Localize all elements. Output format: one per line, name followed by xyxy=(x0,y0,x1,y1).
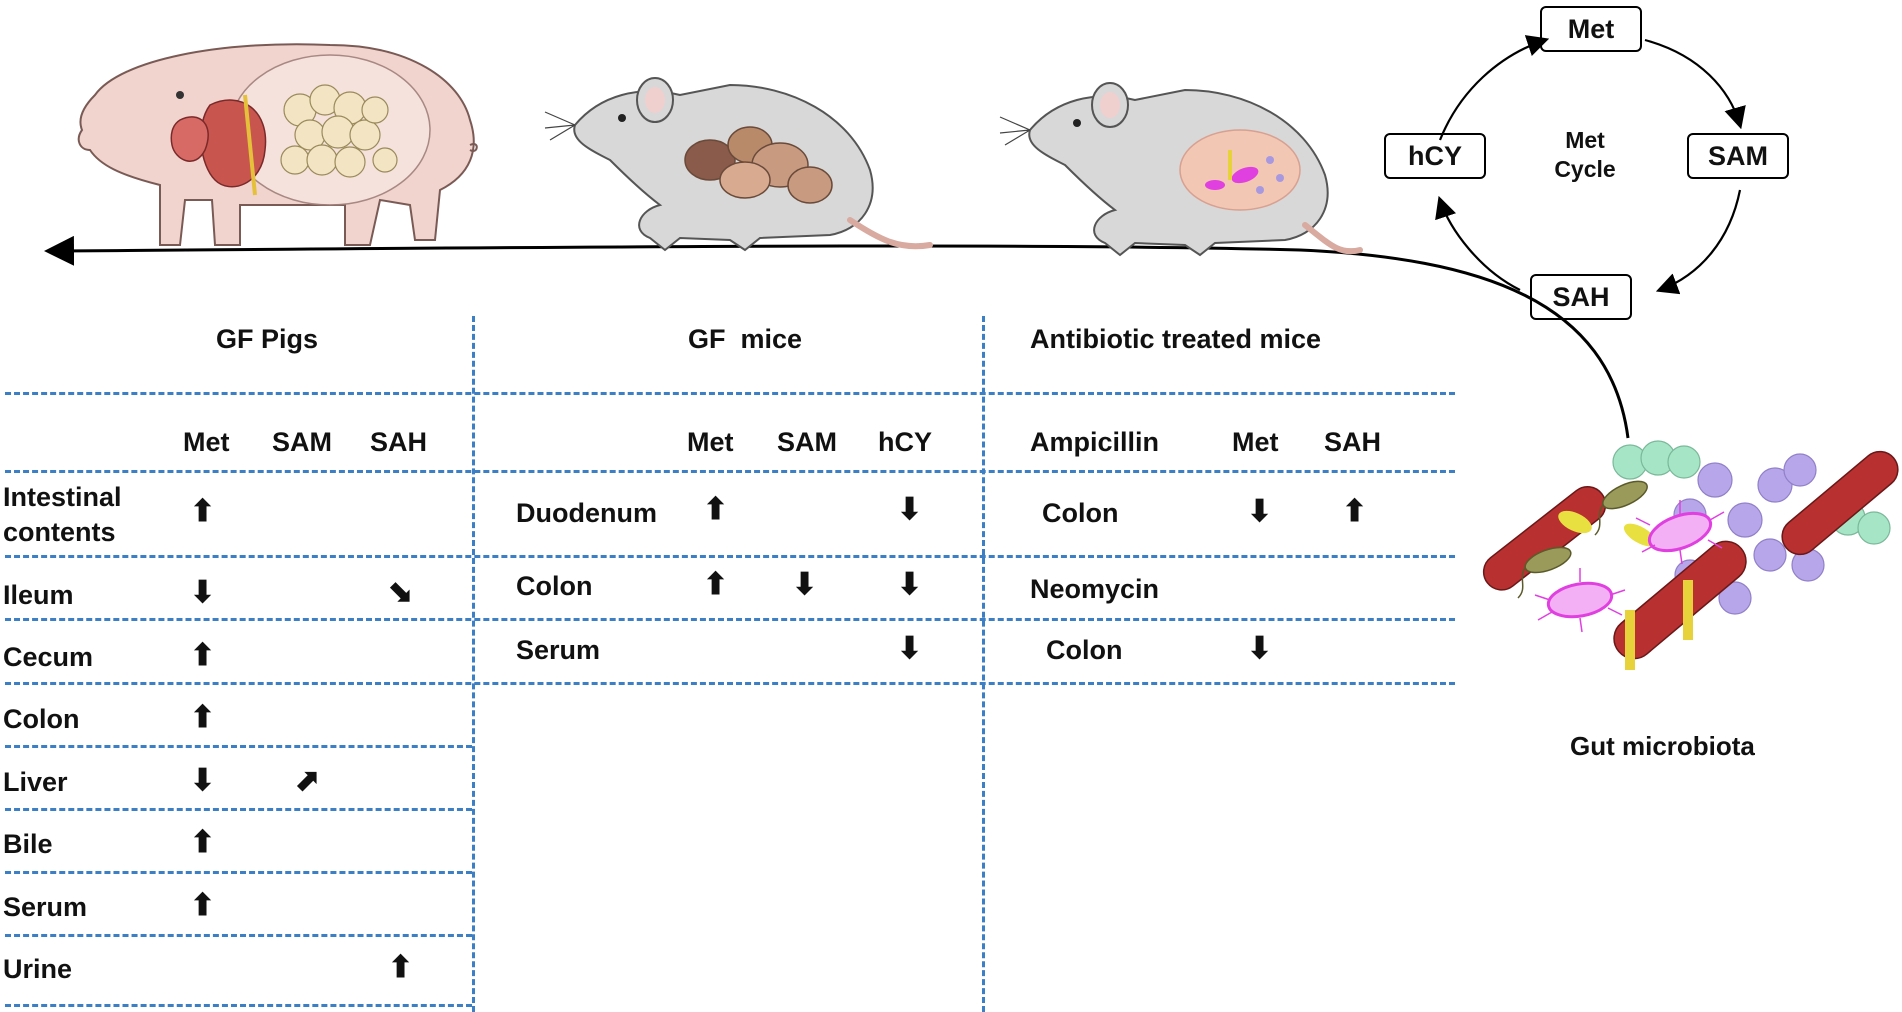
pig-illustration xyxy=(77,43,478,246)
divider-row-3 xyxy=(5,682,1455,685)
up-arrow-icon: ⬆ xyxy=(703,493,729,526)
down-arrow-icon: ⬇ xyxy=(897,632,923,665)
microbiota-label: Gut microbiota xyxy=(1570,731,1755,761)
met-node: Met xyxy=(1540,6,1642,52)
up-arrow-icon: ⬆ xyxy=(703,568,729,601)
gf-pigs-row-label-1a: Intestinal xyxy=(3,482,122,512)
down-arrow-icon: ⬇ xyxy=(190,576,216,609)
down-arrow-icon: ⬇ xyxy=(897,568,923,601)
gf-pigs-row-label-4: Colon xyxy=(3,704,80,734)
up-arrow-icon: ⬆ xyxy=(190,495,216,528)
divider-header xyxy=(5,392,1455,395)
gf-pigs-col-sam: SAM xyxy=(272,427,332,457)
up-arrow-icon: ⬆ xyxy=(388,951,414,984)
gf-mice-row-label-2: Colon xyxy=(516,571,593,601)
hcy-node: hCY xyxy=(1384,133,1486,179)
abx-mouse-illustration xyxy=(999,82,1363,257)
up-right-arrow-icon: ⬈ xyxy=(295,764,321,797)
divider-row-7 xyxy=(5,934,472,937)
divider-row-4 xyxy=(5,745,472,748)
gf-mice-col-met: Met xyxy=(687,427,734,457)
up-arrow-icon: ⬆ xyxy=(1342,495,1368,528)
gf-mice-col-hcy: hCY xyxy=(878,427,932,457)
met-cycle-arrows xyxy=(1435,35,1746,295)
gf-mouse-illustration xyxy=(544,77,933,252)
down-arrow-icon: ⬇ xyxy=(190,764,216,797)
abx-mice-row-label-1: Colon xyxy=(1042,498,1119,528)
gf-pigs-col-sah: SAH xyxy=(370,427,428,457)
sam-node: SAM xyxy=(1687,133,1789,179)
gf-pigs-row-label-7: Serum xyxy=(3,892,88,922)
divider-row-2 xyxy=(5,618,1455,621)
gf-mice-col-sam: SAM xyxy=(777,427,837,457)
down-arrow-icon: ⬇ xyxy=(1247,495,1273,528)
divider-vertical-1 xyxy=(472,316,475,1012)
down-right-arrow-icon: ⬊ xyxy=(388,576,414,609)
down-arrow-icon: ⬇ xyxy=(897,493,923,526)
gf-mice-title: GF mice xyxy=(688,324,803,354)
up-arrow-icon: ⬆ xyxy=(190,889,216,922)
gf-pigs-title: GF Pigs xyxy=(216,324,319,354)
divider-row-8 xyxy=(5,1004,472,1007)
gf-pigs-row-label-2: Ileum xyxy=(3,580,74,610)
abx-mice-row-label-2: Neomycin xyxy=(1030,574,1160,604)
abx-mice-col-met: Met xyxy=(1232,427,1279,457)
microbiota-cluster xyxy=(1482,440,1899,670)
gf-pigs-row-label-8: Urine xyxy=(3,954,73,984)
abx-mice-row-label-3: Colon xyxy=(1046,635,1123,665)
gf-pigs-col-met: Met xyxy=(183,427,230,457)
sah-node: SAH xyxy=(1530,274,1632,320)
gf-pigs-row-label-3: Cecum xyxy=(3,642,94,672)
met-cycle-center-line2: Cycle xyxy=(1554,156,1616,182)
up-arrow-icon: ⬆ xyxy=(190,701,216,734)
met-cycle-center-line1: Met xyxy=(1565,127,1605,153)
up-arrow-icon: ⬆ xyxy=(190,639,216,672)
gf-mice-row-label-1: Duodenum xyxy=(516,498,657,528)
abx-mice-title: Antibiotic treated mice xyxy=(1030,324,1322,354)
divider-columns xyxy=(5,470,1455,473)
divider-vertical-2 xyxy=(982,316,985,1012)
timeline-arrow xyxy=(44,235,1630,439)
divider-row-6 xyxy=(5,871,472,874)
divider-row-1 xyxy=(5,555,1455,558)
gf-mice-row-label-3: Serum xyxy=(516,635,601,665)
divider-row-5 xyxy=(5,808,472,811)
gf-pigs-row-label-1b: contents xyxy=(3,517,116,547)
gf-pigs-row-label-6: Bile xyxy=(3,829,53,859)
gf-pigs-row-label-5: Liver xyxy=(3,767,68,797)
down-arrow-icon: ⬇ xyxy=(792,568,818,601)
abx-mice-col-ampicillin: Ampicillin xyxy=(1030,427,1160,457)
abx-mice-col-sah: SAH xyxy=(1324,427,1382,457)
down-arrow-icon: ⬇ xyxy=(1247,632,1273,665)
up-arrow-icon: ⬆ xyxy=(190,826,216,859)
